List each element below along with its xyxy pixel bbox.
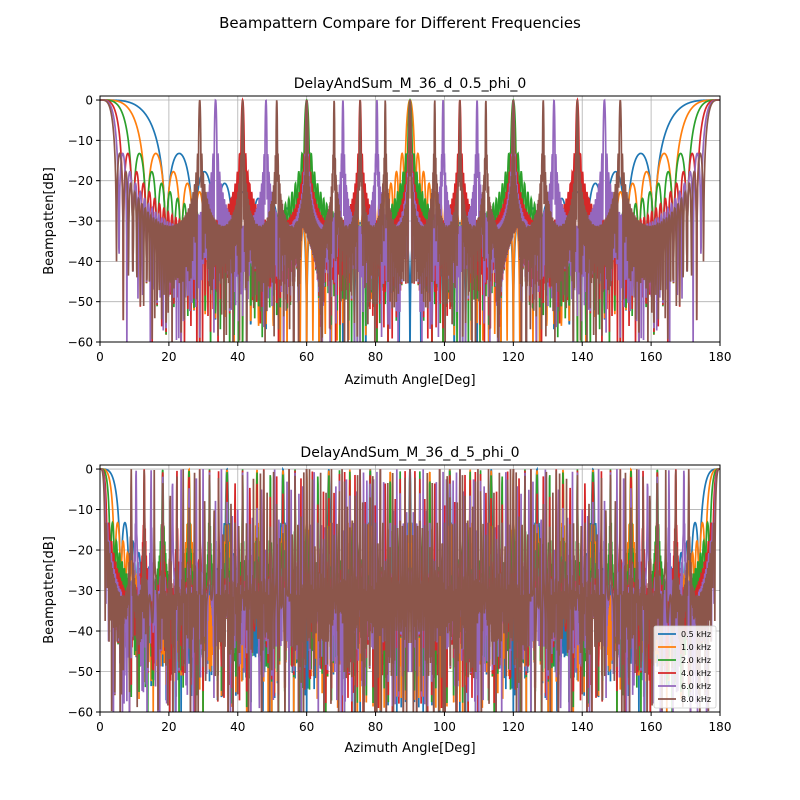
x-tick-label: 120 <box>502 720 525 734</box>
x-tick-label: 120 <box>502 350 525 364</box>
x-tick-label: 20 <box>161 350 176 364</box>
chart-panel-top: DelayAndSum_M_36_d_0.5_phi_0 Azimuth Ang… <box>42 76 731 388</box>
x-tick-label: 180 <box>709 720 732 734</box>
y-tick-label: −50 <box>68 295 93 309</box>
y-tick-label: 0 <box>85 463 93 477</box>
legend: 0.5 kHz 1.0 kHz 2.0 kHz 4.0 kHz 6.0 kHz 8.0 k… <box>653 625 717 709</box>
legend-label: 0.5 kHz <box>681 630 711 639</box>
x-axis-label: Azimuth Angle[Deg] <box>344 741 475 756</box>
y-axis-label: Beampatten[dB] <box>42 536 57 644</box>
y-tick-label: −20 <box>68 174 93 188</box>
series-group <box>100 466 720 712</box>
legend-label: 2.0 kHz <box>681 656 711 665</box>
y-tick-label: −50 <box>68 665 93 679</box>
y-tick-label: −40 <box>68 625 93 639</box>
chart-title: DelayAndSum_M_36_d_5_phi_0 <box>300 445 519 461</box>
x-tick-label: 140 <box>571 720 594 734</box>
plot-frame <box>99 95 721 343</box>
y-tick-label: −40 <box>68 255 93 269</box>
x-tick-label: 100 <box>433 720 456 734</box>
x-tick-label: 0 <box>96 720 104 734</box>
chart-panel-bottom: DelayAndSum_M_36_d_5_phi_0 Azimuth Angle… <box>42 445 731 756</box>
x-tick-label: 60 <box>299 720 314 734</box>
y-axis-label: Beampatten[dB] <box>42 167 57 275</box>
x-axis-label: Azimuth Angle[Deg] <box>344 373 475 388</box>
x-tick-label: 80 <box>368 350 383 364</box>
legend-label: 6.0 kHz <box>681 682 711 691</box>
y-tick-label: −10 <box>68 503 93 517</box>
x-tick-label: 40 <box>230 350 245 364</box>
x-tick-label: 40 <box>230 720 245 734</box>
legend-label: 8.0 kHz <box>681 695 711 704</box>
y-tick-label: −60 <box>68 336 93 350</box>
y-tick-label: 0 <box>85 94 93 108</box>
x-tick-label: 140 <box>571 350 594 364</box>
x-tick-label: 0 <box>96 350 104 364</box>
y-tick-label: −30 <box>68 215 93 229</box>
figure-title: Beampattern Compare for Different Freque… <box>219 14 581 32</box>
x-tick-label: 80 <box>368 720 383 734</box>
x-tick-label: 20 <box>161 720 176 734</box>
plot-frame <box>99 464 721 713</box>
series-line <box>100 468 720 712</box>
x-tick-label: 160 <box>640 720 663 734</box>
y-tick-label: −30 <box>68 584 93 598</box>
series-line <box>100 99 720 342</box>
y-tick-label: −20 <box>68 544 93 558</box>
chart-title: DelayAndSum_M_36_d_0.5_phi_0 <box>294 76 526 92</box>
legend-label: 4.0 kHz <box>681 669 711 678</box>
x-tick-label: 180 <box>709 350 732 364</box>
x-tick-label: 60 <box>299 350 314 364</box>
series-group <box>100 97 720 342</box>
x-tick-label: 100 <box>433 350 456 364</box>
y-tick-label: −60 <box>68 706 93 720</box>
legend-label: 1.0 kHz <box>681 643 711 652</box>
y-tick-label: −10 <box>68 134 93 148</box>
series-line <box>100 99 720 342</box>
x-tick-label: 160 <box>640 350 663 364</box>
